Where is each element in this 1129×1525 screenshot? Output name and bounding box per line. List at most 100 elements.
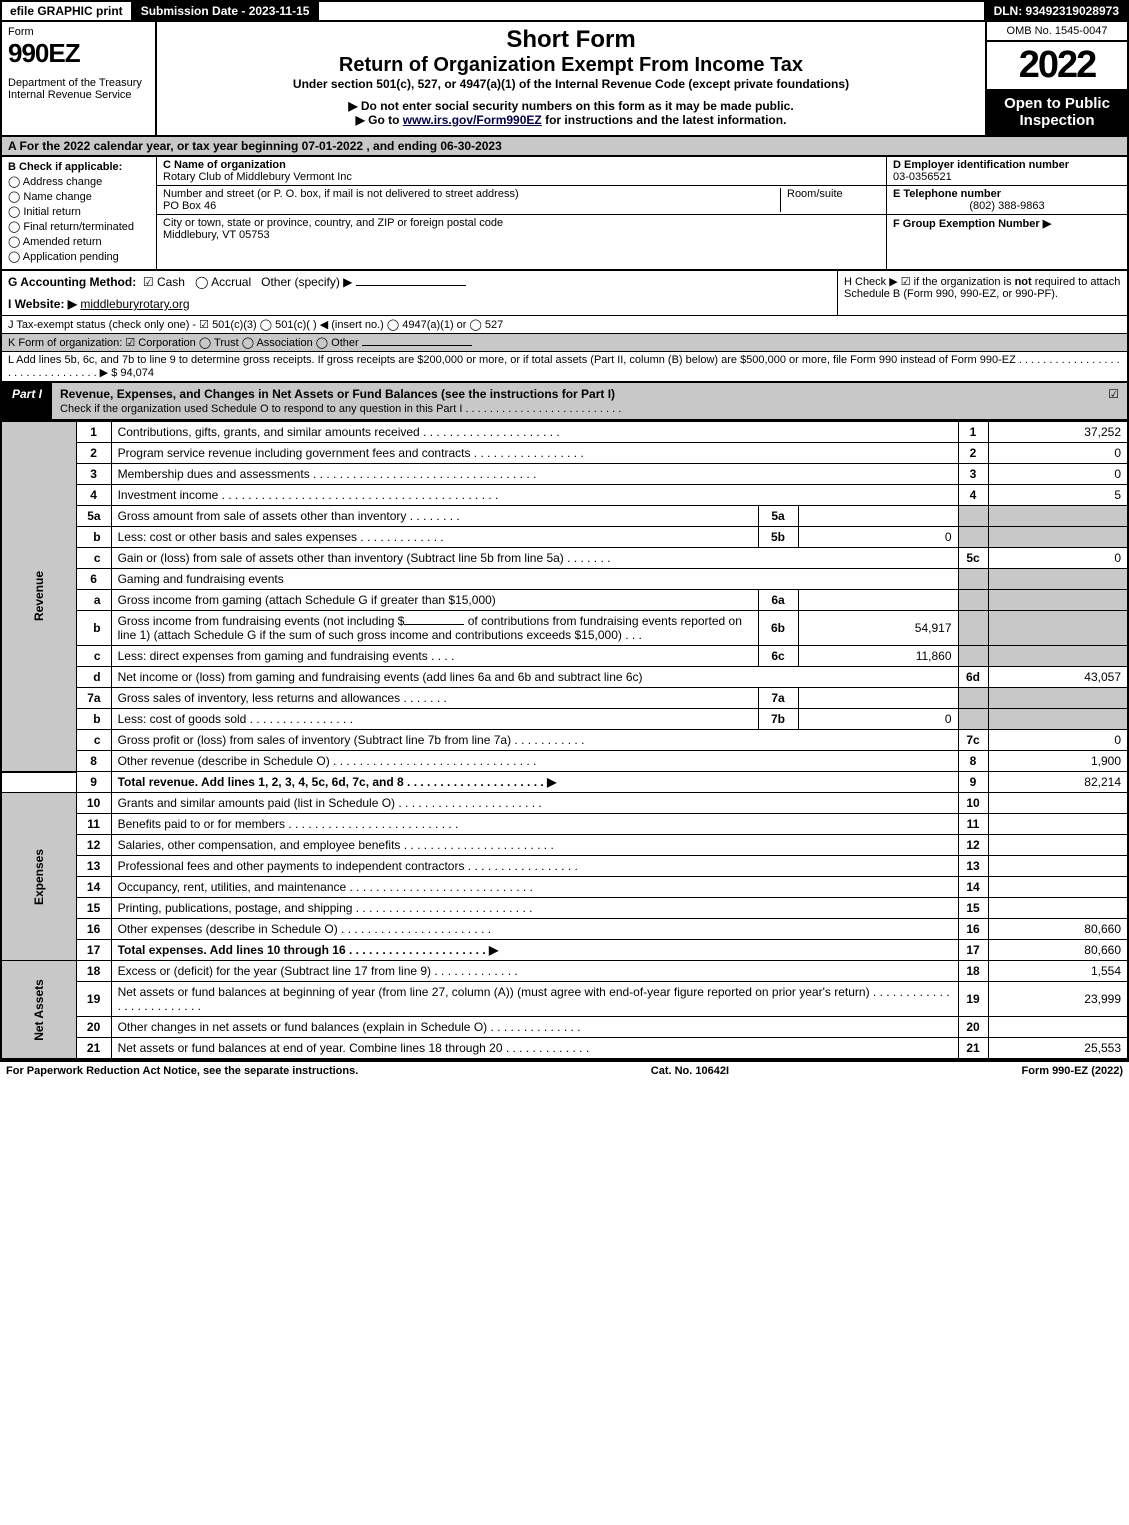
line-6a-box: [798, 590, 958, 611]
line-12-text: Salaries, other compensation, and employ…: [111, 835, 958, 856]
phone-value: (802) 388-9863: [893, 200, 1121, 212]
short-form-title: Short Form: [163, 26, 979, 54]
line-18-amount: 1,554: [988, 961, 1128, 982]
org-city-cell: City or town, state or province, country…: [157, 215, 886, 243]
line-10-text: Grants and similar amounts paid (list in…: [111, 793, 958, 814]
irs-link[interactable]: www.irs.gov/Form990EZ: [403, 113, 542, 127]
line-19-text: Net assets or fund balances at beginning…: [111, 982, 958, 1017]
b-label: B Check if applicable:: [8, 161, 150, 173]
line-5b-box: 0: [798, 527, 958, 548]
line-2-amount: 0: [988, 443, 1128, 464]
check-initial-return[interactable]: ◯ Initial return: [8, 205, 150, 218]
schedule-b-check: H Check ▶ ☑ if the organization is not r…: [837, 271, 1127, 315]
tax-year: 2022: [987, 42, 1127, 89]
line-11-text: Benefits paid to or for members . . . . …: [111, 814, 958, 835]
form-of-org-row: K Form of organization: ☑ Corporation ◯ …: [2, 333, 1127, 351]
org-address-cell: Number and street (or P. O. box, if mail…: [157, 186, 886, 215]
line-7c-amount: 0: [988, 730, 1128, 751]
lines-table: Revenue 1 Contributions, gifts, grants, …: [0, 421, 1129, 1060]
omb-number: OMB No. 1545-0047: [987, 22, 1127, 42]
room-suite-label: Room/suite: [780, 188, 880, 212]
line-3-text: Membership dues and assessments . . . . …: [111, 464, 958, 485]
check-application-pending[interactable]: ◯ Application pending: [8, 250, 150, 263]
line-6c-text: Less: direct expenses from gaming and fu…: [111, 646, 758, 667]
line-1-text: Contributions, gifts, grants, and simila…: [111, 422, 958, 443]
side-expenses: Expenses: [1, 793, 76, 961]
website-link[interactable]: middleburyrotary.org: [80, 297, 189, 311]
check-name-change[interactable]: ◯ Name change: [8, 190, 150, 203]
line-15-text: Printing, publications, postage, and shi…: [111, 898, 958, 919]
line-1-amount: 37,252: [988, 422, 1128, 443]
tax-exempt-status-row: J Tax-exempt status (check only one) - ☑…: [2, 315, 1127, 333]
line-21-text: Net assets or fund balances at end of ye…: [111, 1038, 958, 1060]
line-6d-text: Net income or (loss) from gaming and fun…: [111, 667, 958, 688]
line-8-text: Other revenue (describe in Schedule O) .…: [111, 751, 958, 772]
footer-right: Form 990-EZ (2022): [1022, 1065, 1124, 1077]
col-d-ein: D Employer identification number 03-0356…: [887, 157, 1127, 269]
line-17-amount: 80,660: [988, 940, 1128, 961]
line-5c-amount: 0: [988, 548, 1128, 569]
line-12-amount: [988, 835, 1128, 856]
org-name-cell: C Name of organization Rotary Club of Mi…: [157, 157, 886, 186]
header-center: Short Form Return of Organization Exempt…: [157, 22, 987, 135]
line-1-num: 1: [76, 422, 111, 443]
line-16-amount: 80,660: [988, 919, 1128, 940]
line-5c-text: Gain or (loss) from sale of assets other…: [111, 548, 958, 569]
line-4-text: Investment income . . . . . . . . . . . …: [111, 485, 958, 506]
line-15-amount: [988, 898, 1128, 919]
meta-block: G Accounting Method: ☑ Cash ◯ Accrual Ot…: [0, 271, 1129, 383]
line-3-amount: 0: [988, 464, 1128, 485]
irs-label: Internal Revenue Service: [8, 89, 149, 101]
ein-value: 03-0356521: [893, 171, 952, 183]
line-6b-box: 54,917: [798, 611, 958, 646]
line-7b-text: Less: cost of goods sold . . . . . . . .…: [111, 709, 758, 730]
header-left: Form 990EZ Department of the Treasury In…: [2, 22, 157, 135]
check-address-change[interactable]: ◯ Address change: [8, 175, 150, 188]
group-exemption-cell: F Group Exemption Number ▶: [887, 215, 1127, 269]
return-title: Return of Organization Exempt From Incom…: [163, 54, 979, 77]
dln-label: DLN: 93492319028973: [986, 2, 1127, 20]
line-2-text: Program service revenue including govern…: [111, 443, 958, 464]
line-9-amount: 82,214: [988, 772, 1128, 793]
efile-label[interactable]: efile GRAPHIC print: [2, 2, 133, 20]
line-17-text: Total expenses. Add lines 10 through 16 …: [111, 940, 958, 961]
line-9-text: Total revenue. Add lines 1, 2, 3, 4, 5c,…: [111, 772, 958, 793]
accounting-method-row: G Accounting Method: ☑ Cash ◯ Accrual Ot…: [2, 271, 837, 315]
line-5b-text: Less: cost or other basis and sales expe…: [111, 527, 758, 548]
line-4-amount: 5: [988, 485, 1128, 506]
no-ssn-note: ▶ Do not enter social security numbers o…: [163, 99, 979, 113]
check-final-return[interactable]: ◯ Final return/terminated: [8, 220, 150, 233]
form-number: 990EZ: [8, 38, 149, 69]
line-6a-text: Gross income from gaming (attach Schedul…: [111, 590, 758, 611]
line-14-text: Occupancy, rent, utilities, and maintena…: [111, 877, 958, 898]
form-label: Form: [8, 26, 149, 38]
line-16-text: Other expenses (describe in Schedule O) …: [111, 919, 958, 940]
col-c-org-info: C Name of organization Rotary Club of Mi…: [157, 157, 887, 269]
org-city: Middlebury, VT 05753: [163, 229, 270, 241]
gross-receipts-value: 94,074: [120, 367, 154, 379]
line-20-text: Other changes in net assets or fund bala…: [111, 1017, 958, 1038]
line-21-amount: 25,553: [988, 1038, 1128, 1060]
ein-cell: D Employer identification number 03-0356…: [887, 157, 1127, 186]
line-6b-text: Gross income from fundraising events (no…: [111, 611, 758, 646]
under-section: Under section 501(c), 527, or 4947(a)(1)…: [163, 77, 979, 91]
part-1-checkbox[interactable]: ☑: [1100, 383, 1127, 419]
line-14-amount: [988, 877, 1128, 898]
goto-note: ▶ Go to www.irs.gov/Form990EZ for instru…: [163, 113, 979, 127]
line-6-text: Gaming and fundraising events: [111, 569, 958, 590]
line-5a-text: Gross amount from sale of assets other t…: [111, 506, 758, 527]
footer: For Paperwork Reduction Act Notice, see …: [0, 1060, 1129, 1080]
footer-center: Cat. No. 10642I: [651, 1065, 729, 1077]
section-b-identity: B Check if applicable: ◯ Address change …: [0, 157, 1129, 271]
dept-label: Department of the Treasury: [8, 77, 149, 89]
check-amended-return[interactable]: ◯ Amended return: [8, 235, 150, 248]
line-10-amount: [988, 793, 1128, 814]
submission-date: Submission Date - 2023-11-15: [133, 2, 320, 20]
line-7a-text: Gross sales of inventory, less returns a…: [111, 688, 758, 709]
line-7b-box: 0: [798, 709, 958, 730]
line-8-amount: 1,900: [988, 751, 1128, 772]
part-1-header: Part I Revenue, Expenses, and Changes in…: [0, 383, 1129, 421]
line-7c-text: Gross profit or (loss) from sales of inv…: [111, 730, 958, 751]
side-revenue: Revenue: [1, 422, 76, 772]
gross-receipts-row: L Add lines 5b, 6c, and 7b to line 9 to …: [2, 351, 1127, 381]
